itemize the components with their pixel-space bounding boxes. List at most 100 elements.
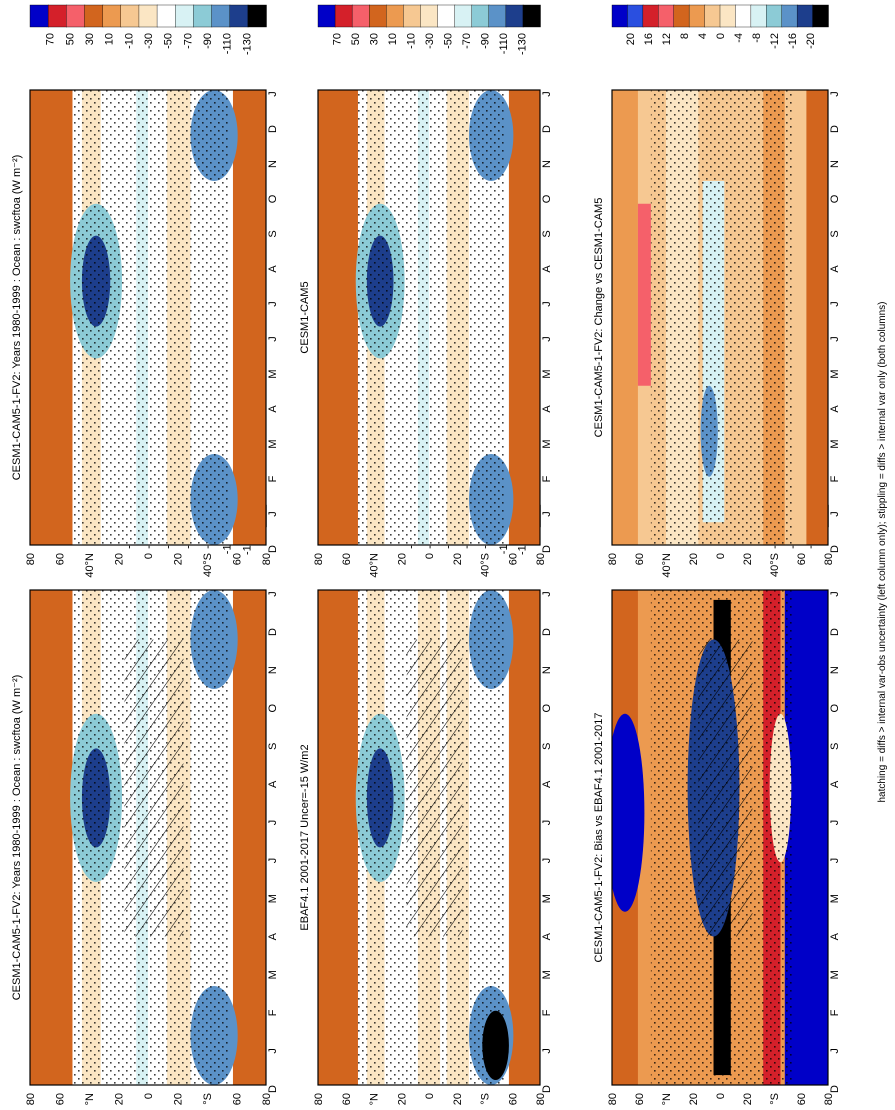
month-tick-label: S <box>267 230 279 237</box>
panel-title: CESM1-CAM5 <box>299 281 311 353</box>
colorbar-label: -70 <box>461 33 473 49</box>
lat-tick-label: 60 <box>796 1093 808 1105</box>
colorbar-swatch <box>47 4 68 28</box>
month-tick-label: S <box>541 743 553 750</box>
month-tick-label: A <box>829 932 841 940</box>
month-tick-label: D <box>829 1085 841 1093</box>
field-nh-orange <box>30 90 73 545</box>
colorbar-swatch <box>29 4 49 28</box>
heatmap-field <box>318 90 540 545</box>
colorbar-swatch <box>156 4 176 28</box>
month-tick-label: S <box>267 743 279 750</box>
colorbar-swatch <box>334 4 353 28</box>
month-tick-label: J <box>829 820 841 826</box>
month-tick-label: M <box>267 970 279 979</box>
month-tick-label: A <box>829 405 841 413</box>
month-tick-label: D <box>267 1085 279 1093</box>
footer-note: hatching = diffs > internal var-obs unce… <box>877 302 888 803</box>
lat-tick-label: 0 <box>424 1093 436 1099</box>
panel-frame <box>611 589 829 1086</box>
colorbar-label: -12 <box>769 33 781 49</box>
colorbar-label: -110 <box>222 33 234 54</box>
month-tick-label: J <box>829 511 841 517</box>
lat-tick-label: 20 <box>688 553 700 565</box>
panel-title: CESM1-CAM5-1-FV2: Years 1980-1999 : Ocea… <box>11 675 23 1001</box>
lat-tick-label: 80 <box>823 553 835 565</box>
colorbar-label: 8 <box>679 33 691 39</box>
panel-frame <box>317 589 541 1086</box>
hatch-overlay <box>124 639 184 937</box>
panel-6: 80 60 40°N 20 0 20 40°S 60 80DJFMAMJJASONDJCESM1… <box>593 4 841 578</box>
field-sh-orange <box>508 90 540 545</box>
month-tick-label: S <box>541 230 553 237</box>
colorbar-swatch <box>420 4 439 28</box>
colorbar-swatch <box>369 4 388 28</box>
lat-tick-label: 0 <box>143 1093 155 1099</box>
colorbar-label: -130 <box>517 33 529 55</box>
panel-frame <box>29 89 267 546</box>
lat-tick-label: 40°S <box>202 1093 214 1105</box>
month-tick-label: J <box>267 591 279 597</box>
colorbar-swatch <box>658 4 675 28</box>
stipple-overlay <box>72 90 229 545</box>
lat-tick-label: 40°S <box>769 1093 781 1105</box>
month-tick-label: M <box>267 369 279 378</box>
lat-tick-label: 40°S <box>769 553 781 577</box>
colorbar-swatch <box>386 4 405 28</box>
lat-tick-label: 80 <box>313 553 325 565</box>
lat-tick-label: 40°N <box>369 1093 381 1105</box>
month-tick-label: J <box>829 858 841 864</box>
colorbar-swatch <box>229 4 249 28</box>
lat-tick-label: 80 <box>25 1093 37 1105</box>
colorbar-label: -4 <box>733 33 745 43</box>
colorbar-swatch <box>766 4 783 28</box>
month-tick-label: M <box>829 894 841 903</box>
month-tick-label: M <box>829 439 841 448</box>
panel-frame <box>611 89 829 546</box>
lat-tick-label: 20 <box>742 1093 754 1105</box>
lat-tick-label: 20 <box>452 1093 464 1105</box>
field-nh-band <box>612 90 638 545</box>
colorbar-swatch <box>120 4 140 28</box>
colorbar-swatch <box>642 4 659 28</box>
colorbar-swatch <box>688 4 706 28</box>
month-tick-label: M <box>829 970 841 979</box>
month-tick-label: D <box>267 545 279 553</box>
colorbar-swatch <box>781 4 798 28</box>
colorbar-label: -10 <box>406 33 418 49</box>
lat-tick-label: 40°N <box>369 553 381 578</box>
colorbar-label: 10 <box>104 33 116 45</box>
colorbar-swatch <box>403 4 422 28</box>
month-tick-label: A <box>541 932 553 940</box>
colorbar-swatch <box>627 4 644 28</box>
month-tick-label: O <box>541 704 553 713</box>
lat-tick-label: 0 <box>715 1093 727 1099</box>
month-tick-label: A <box>541 265 553 273</box>
panel-frame <box>29 589 267 1086</box>
colorbar-label: -90 <box>202 33 214 49</box>
colorbar-swatch <box>175 4 195 28</box>
lat-tick-label: 20 <box>114 1093 126 1105</box>
lat-tick-label: 20 <box>396 1093 408 1105</box>
lat-tick-label: 40°S <box>480 553 492 577</box>
month-tick-label: J <box>267 336 279 342</box>
lat-tick-label: 40°N <box>84 553 96 578</box>
lat-tick-label: 80 <box>261 1093 273 1105</box>
lat-tick-label: 0 <box>715 553 727 559</box>
field-nh-orange <box>318 590 358 1085</box>
field-nh-blue <box>612 713 645 912</box>
month-tick-label: F <box>267 1009 279 1016</box>
lat-tick-label: 60 <box>232 553 244 565</box>
lat-tick-label: 60 <box>634 553 646 565</box>
colorbar-swatch <box>611 4 629 28</box>
colorbar-label: -30 <box>143 33 155 49</box>
month-tick-label: J <box>829 1048 841 1054</box>
panel-4: 80 60 40°N 20 0 20 40°S 60 80DJFMAMJJASONDJCESM1… <box>11 4 279 578</box>
lat-tick-label: 60 <box>634 1093 646 1105</box>
colorbar-label: 16 <box>643 33 655 45</box>
colorbar-swatch <box>247 4 267 28</box>
lat-tick-label: 40°S <box>202 553 214 577</box>
field-sh-orange <box>232 590 266 1085</box>
colorbar-label: 4 <box>697 33 709 39</box>
colorbar-swatch <box>317 4 336 28</box>
